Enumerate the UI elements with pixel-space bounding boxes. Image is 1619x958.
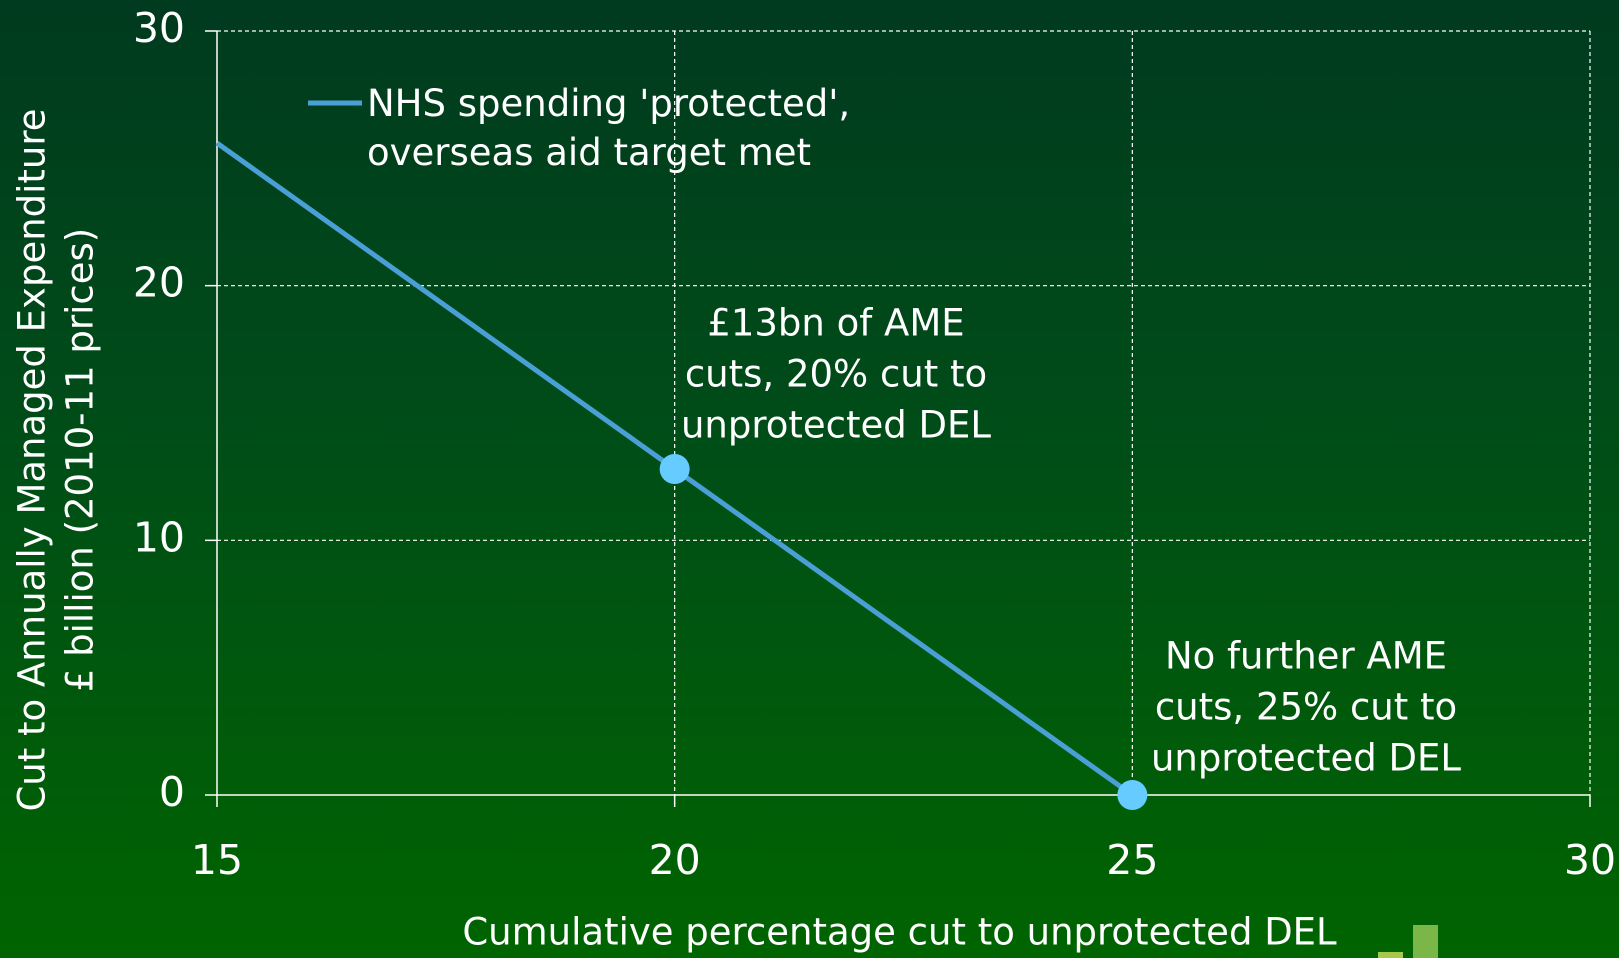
annotation: unprotected DEL <box>1151 737 1461 780</box>
y-axis-label: Cut to Annually Managed Expenditure <box>11 108 54 811</box>
marker <box>1117 780 1148 810</box>
y-tick-label: 20 <box>133 259 185 307</box>
decoration <box>1378 952 1403 958</box>
marker <box>659 454 690 485</box>
y-tick-label: 0 <box>159 768 185 816</box>
annotation: £13bn of AME <box>707 302 964 345</box>
x-tick-label: 15 <box>191 836 243 884</box>
annotation: unprotected DEL <box>681 404 991 447</box>
legend-label: NHS spending 'protected', overseas aid t… <box>367 82 851 174</box>
x-axis-label: Cumulative percentage cut to unprotected… <box>462 911 1337 954</box>
x-tick-label: 30 <box>1564 836 1616 884</box>
y-axis-label: £ billion (2010-11 prices) <box>59 228 102 692</box>
x-tick-label: 20 <box>649 836 701 884</box>
y-tick-label: 10 <box>133 513 185 561</box>
decoration <box>1413 925 1438 958</box>
y-tick-label: 30 <box>133 4 185 52</box>
annotation: cuts, 20% cut to <box>685 353 987 396</box>
annotation: cuts, 25% cut to <box>1155 686 1457 729</box>
annotation: No further AME <box>1165 635 1447 678</box>
x-tick-label: 25 <box>1106 836 1158 884</box>
